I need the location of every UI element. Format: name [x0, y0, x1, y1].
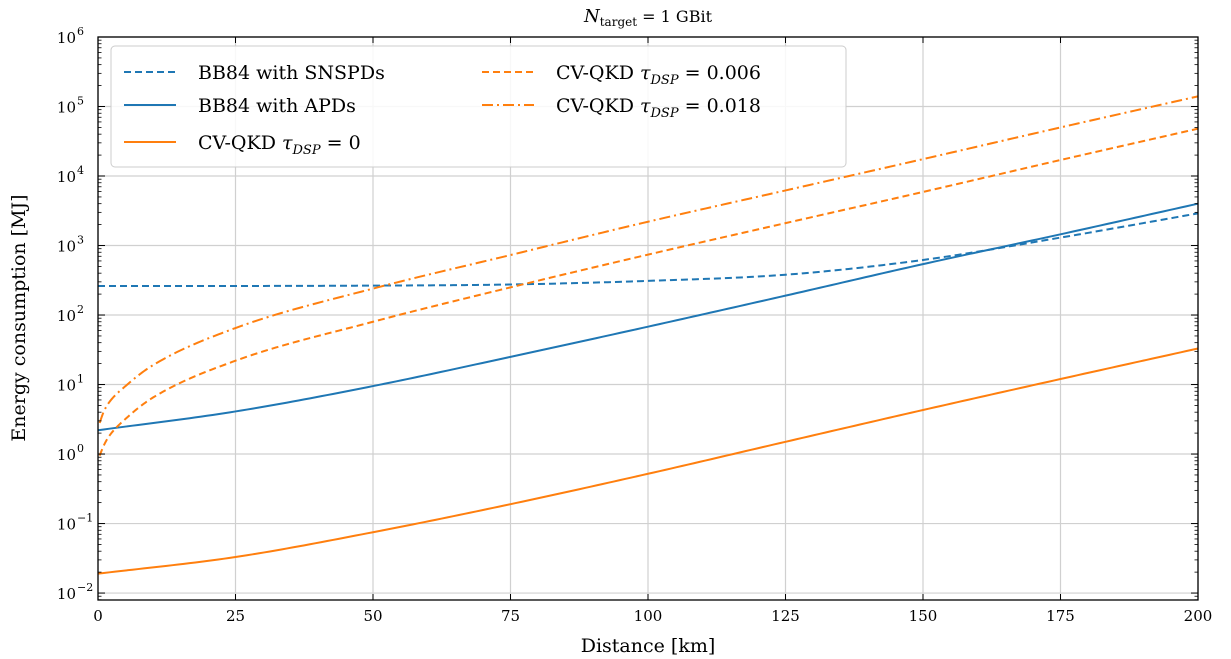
y-tick-label: 10: [57, 516, 76, 534]
x-tick-label: 125: [771, 607, 800, 625]
y-tick-exponent: 1: [77, 373, 84, 386]
x-tick-label: 175: [1046, 607, 1075, 625]
x-axis-label: Distance [km]: [581, 635, 716, 657]
y-tick-label: 10: [57, 377, 76, 395]
y-tick-label: 10: [57, 99, 76, 117]
series-line-1: [97, 202, 1199, 432]
legend: BB84 with SNSPDs BB84 with APDs CV-QKD τ…: [110, 45, 847, 168]
y-tick-exponent: 0: [77, 442, 84, 455]
y-axis-label: Energy consumption [MJ]: [8, 194, 30, 441]
y-tick-exponent: 3: [77, 234, 84, 247]
legend-label-cvqkd-0: CV-QKD τDSP = 0: [198, 132, 361, 158]
y-tick-exponent: 6: [77, 25, 84, 38]
series-line-3: [98, 127, 1199, 456]
x-tick-label: 25: [226, 607, 245, 625]
y-tick-label: 10: [57, 29, 76, 47]
x-tick-label: 200: [1184, 607, 1213, 625]
legend-label-bb84-apd: BB84 with APDs: [198, 95, 356, 117]
series-line-0: [98, 212, 1199, 287]
y-tick-exponent: 2: [77, 303, 84, 316]
series-layer: [97, 95, 1199, 575]
plot-frame: [97, 36, 1199, 601]
x-tick-label: 0: [93, 607, 103, 625]
legend-label-cvqkd-0006: CV-QKD τDSP = 0.006: [556, 62, 761, 88]
y-tick-label: 10: [57, 238, 76, 256]
y-tick-label: 10: [57, 446, 76, 464]
legend-label-bb84-snspd: BB84 with SNSPDs: [198, 62, 385, 84]
legend-box: [110, 45, 847, 168]
y-tick-label: 10: [57, 585, 76, 603]
y-tick-exponent: 5: [77, 95, 84, 108]
y-tick-exponent: 4: [77, 164, 84, 177]
chart-title: Ntarget = 1 GBit: [583, 6, 713, 29]
y-tick-label: 10: [57, 168, 76, 186]
x-tick-label: 50: [363, 607, 382, 625]
series-line-2: [97, 347, 1199, 575]
x-tick-label: 150: [909, 607, 938, 625]
series-line-4: [98, 95, 1199, 424]
y-tick-exponent: −1: [77, 512, 93, 525]
x-tick-label: 100: [634, 607, 663, 625]
y-tick-label: 10: [57, 307, 76, 325]
y-tick-exponent: −2: [77, 581, 93, 594]
x-tick-label: 75: [501, 607, 520, 625]
legend-label-cvqkd-0018: CV-QKD τDSP = 0.018: [556, 95, 761, 121]
